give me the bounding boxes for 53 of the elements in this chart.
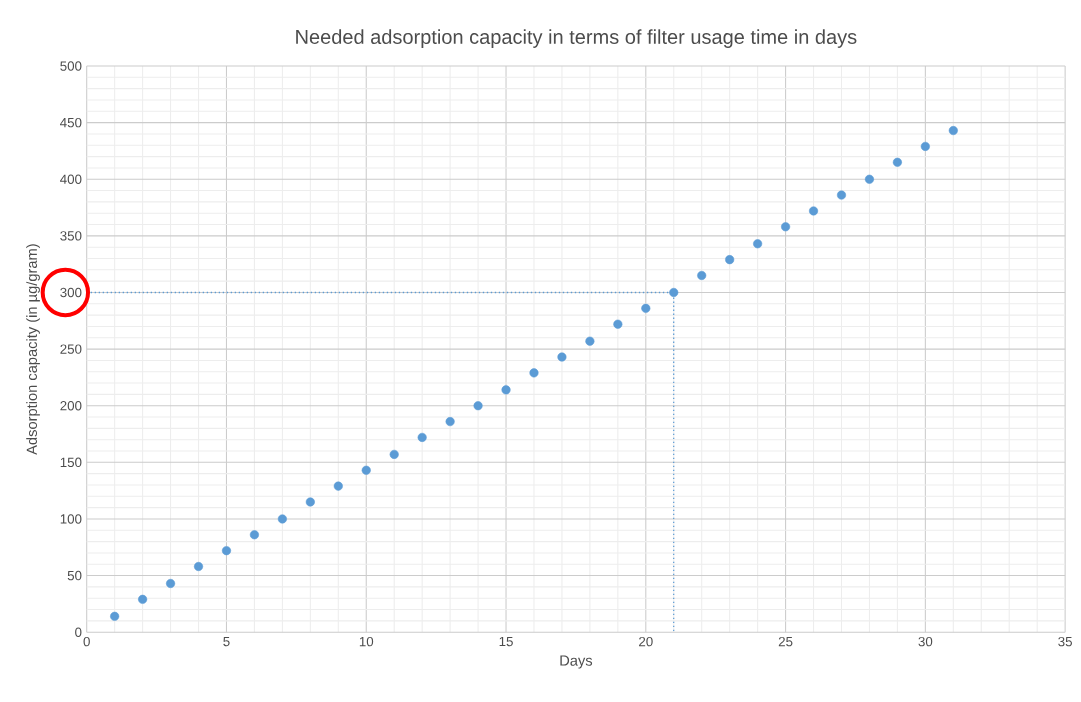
point — [920, 141, 930, 151]
point — [445, 416, 455, 427]
point — [277, 514, 287, 524]
point — [221, 546, 232, 556]
point — [138, 594, 148, 604]
point — [808, 206, 819, 216]
y-tick-label: 350 — [60, 231, 82, 241]
y-tick-label: 400 — [60, 174, 82, 184]
point — [864, 174, 874, 184]
point — [585, 336, 595, 346]
point — [892, 157, 902, 167]
y-tick-label: 250 — [60, 344, 82, 354]
x-tick-label: 30 — [918, 636, 933, 647]
point — [948, 125, 958, 135]
x-tick-label: 0 — [83, 636, 90, 647]
point — [389, 449, 399, 459]
x-axis-title: Days — [560, 655, 593, 669]
point — [557, 352, 567, 362]
x-tick-label: 5 — [223, 636, 230, 647]
point — [166, 578, 176, 588]
y-tick-label: 450 — [60, 117, 82, 128]
x-tick-label: 35 — [1058, 636, 1072, 647]
point — [417, 432, 427, 442]
x-tick-label: 15 — [499, 636, 513, 647]
point — [529, 368, 539, 378]
point — [193, 561, 204, 571]
point — [249, 530, 259, 540]
point — [473, 401, 483, 411]
point — [836, 190, 847, 200]
point — [669, 287, 679, 297]
y-tick-label: 100 — [60, 514, 82, 524]
point — [753, 239, 763, 249]
y-axis-title: Adsorption capacity (in µg/gram) — [26, 244, 40, 455]
y-tick-label: 500 — [60, 61, 82, 71]
point — [725, 255, 735, 265]
y-tick-label: 300 — [60, 287, 82, 298]
point — [781, 222, 791, 232]
x-tick-label: 20 — [639, 636, 653, 647]
point — [305, 497, 315, 507]
y-tick-label: 150 — [60, 457, 82, 467]
y-tick-label: 50 — [67, 570, 82, 581]
point — [697, 270, 707, 280]
point — [641, 303, 651, 313]
y-tick-label: 0 — [75, 627, 82, 637]
x-tick-label: 25 — [778, 636, 793, 647]
point — [333, 481, 343, 491]
x-tick-label: 10 — [359, 636, 374, 647]
chart-title: Needed adsorption capacity in terms of filter usage time in days — [296, 29, 857, 48]
point — [110, 611, 120, 621]
y-tick-label: 200 — [60, 400, 82, 411]
point — [361, 465, 371, 475]
point — [501, 385, 511, 395]
point — [613, 319, 623, 329]
